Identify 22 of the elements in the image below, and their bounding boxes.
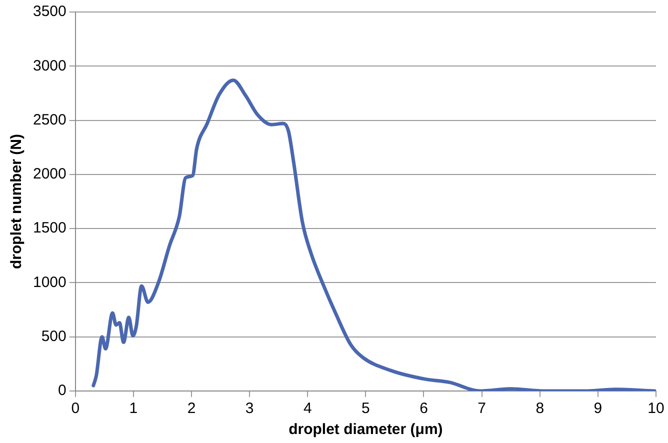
y-tick-label: 500	[41, 328, 66, 345]
x-tick-label: 5	[362, 400, 370, 418]
x-tick-label: 9	[594, 400, 602, 418]
x-tick-label: 3	[245, 400, 254, 418]
x-tick-label: 1	[129, 400, 138, 418]
y-tick-label: 3000	[32, 57, 66, 74]
y-tick-label: 0	[58, 382, 66, 400]
x-tick-label: 6	[420, 400, 428, 418]
y-tick-label: 2500	[32, 111, 66, 128]
x-axis-title: droplet diameter (μm)	[288, 421, 443, 438]
y-tick-label: 1000	[32, 274, 66, 291]
y-tick-label: 3500	[32, 3, 66, 20]
x-tick-label: 4	[303, 400, 312, 418]
x-tick-label: 0	[71, 400, 80, 418]
x-tick-label: 8	[536, 400, 544, 418]
x-tick-label: 10	[648, 400, 664, 418]
x-tick-label: 2	[187, 400, 196, 418]
y-tick-label: 1500	[32, 220, 66, 237]
line-series	[92, 78, 656, 391]
y-tick-label: 2000	[32, 166, 66, 183]
y-axis-title: droplet number (N)	[8, 134, 26, 269]
x-tick-label: 7	[478, 400, 486, 418]
